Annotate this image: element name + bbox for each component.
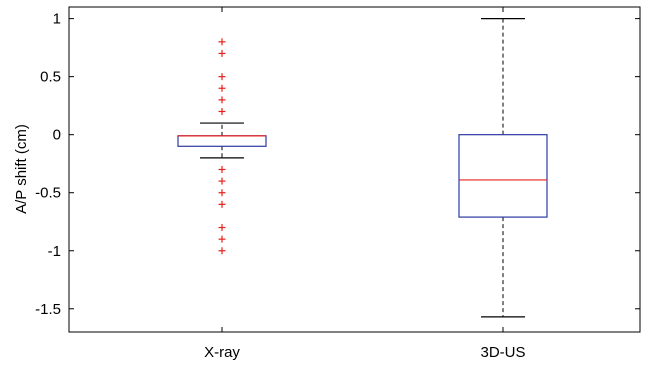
outlier-point xyxy=(218,38,226,46)
outlier-point xyxy=(218,84,226,92)
outlier-point xyxy=(218,166,226,173)
y-axis: 1 0.5 0 -0.5 -1 -1.5 xyxy=(35,11,640,318)
box-x-ray xyxy=(177,38,267,255)
x-tick-label: X-ray xyxy=(204,344,240,361)
y-tick-label: 1 xyxy=(53,11,61,28)
plot-area-frame xyxy=(68,6,641,333)
x-axis: X-ray 3D-US xyxy=(204,7,526,361)
outlier-point xyxy=(218,73,226,81)
box-series xyxy=(177,18,548,318)
outlier-point xyxy=(218,235,226,243)
y-axis-title: A/P shift (cm) xyxy=(13,124,30,214)
box-3d-us xyxy=(458,18,548,318)
outlier-point xyxy=(218,49,226,57)
y-tick-label: -0.5 xyxy=(35,185,61,202)
outlier-point xyxy=(218,107,226,115)
y-tick-label: 0 xyxy=(53,127,61,144)
outlier-point xyxy=(218,200,226,208)
outlier-point xyxy=(218,96,226,104)
y-tick-label: 0.5 xyxy=(40,69,61,86)
outlier-point xyxy=(218,177,226,185)
y-tick-label: -1 xyxy=(48,243,61,260)
iqr-box xyxy=(177,135,267,147)
iqr-box xyxy=(458,134,548,218)
outlier-point xyxy=(218,247,226,255)
x-tick-label: 3D-US xyxy=(480,344,525,361)
outlier-point xyxy=(218,189,226,197)
outlier-point xyxy=(218,224,226,232)
y-tick-label: -1.5 xyxy=(35,301,61,318)
